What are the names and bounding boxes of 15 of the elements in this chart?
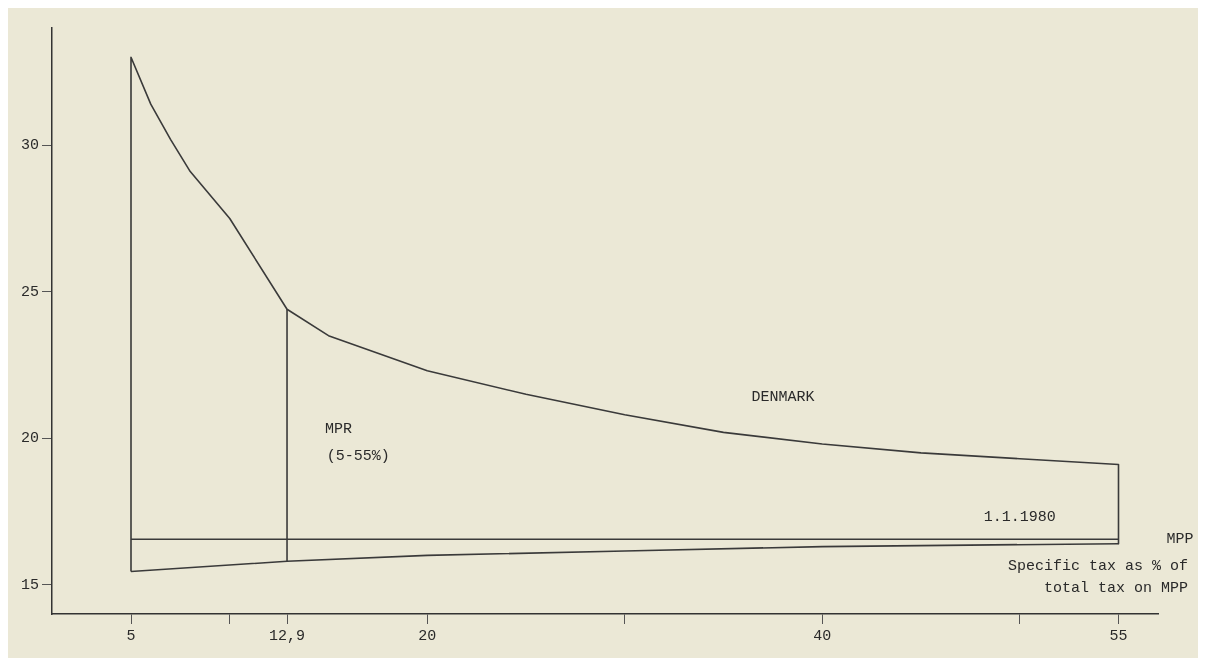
annotation: (5-55%) (326, 447, 390, 465)
x-tick-label: 55 (1109, 627, 1128, 645)
x-tick-label: 40 (813, 627, 832, 645)
x-axis-title: Specific tax as % of total tax on MPP (1007, 557, 1188, 597)
x-tick-label: 5 (126, 627, 136, 645)
y-tick-label: 15 (20, 576, 39, 594)
x-tick-label: 12,9 (269, 627, 306, 645)
annotation: 1.1.1980 (983, 509, 1056, 527)
text: MPP (1166, 531, 1194, 549)
annotation: DENMARK (751, 389, 815, 407)
y-tick-label: 30 (20, 137, 39, 155)
y-tick-label: 20 (20, 430, 39, 448)
annotation: MPR (324, 421, 352, 439)
y-tick-label: 25 (20, 283, 39, 301)
x-tick-label: 20 (418, 627, 437, 645)
